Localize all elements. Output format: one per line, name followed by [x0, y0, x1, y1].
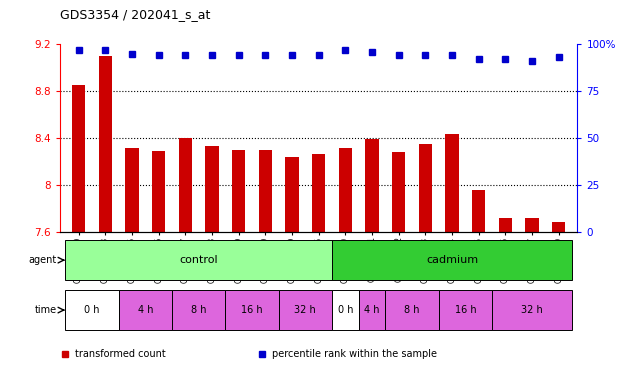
- Text: 0 h: 0 h: [338, 305, 353, 315]
- Bar: [65, 290, 119, 330]
- Bar: [179, 138, 192, 232]
- Text: 16 h: 16 h: [454, 305, 476, 315]
- Bar: [419, 144, 432, 232]
- Text: 16 h: 16 h: [241, 305, 262, 315]
- Bar: [332, 240, 572, 280]
- Bar: [386, 290, 439, 330]
- Text: 32 h: 32 h: [521, 305, 543, 315]
- Bar: [279, 290, 332, 330]
- Bar: [312, 154, 326, 232]
- Text: agent: agent: [28, 255, 57, 265]
- Bar: [492, 290, 572, 330]
- Text: cadmium: cadmium: [426, 255, 478, 265]
- Bar: [392, 152, 405, 232]
- Text: time: time: [35, 305, 57, 315]
- Bar: [439, 290, 492, 330]
- Bar: [172, 290, 225, 330]
- Bar: [332, 290, 358, 330]
- Bar: [358, 290, 386, 330]
- Bar: [472, 190, 485, 232]
- Bar: [445, 134, 459, 232]
- Text: percentile rank within the sample: percentile rank within the sample: [272, 349, 437, 359]
- Bar: [72, 85, 85, 232]
- Bar: [65, 240, 332, 280]
- Text: 4 h: 4 h: [138, 305, 153, 315]
- Bar: [552, 222, 565, 232]
- Text: 32 h: 32 h: [295, 305, 316, 315]
- Text: 8 h: 8 h: [404, 305, 420, 315]
- Text: 4 h: 4 h: [364, 305, 380, 315]
- Bar: [225, 290, 279, 330]
- Bar: [152, 151, 165, 232]
- Bar: [339, 148, 352, 232]
- Bar: [526, 218, 539, 232]
- Bar: [119, 290, 172, 330]
- Bar: [259, 150, 272, 232]
- Text: GDS3354 / 202041_s_at: GDS3354 / 202041_s_at: [60, 8, 210, 21]
- Bar: [126, 148, 139, 232]
- Text: control: control: [179, 255, 218, 265]
- Bar: [98, 56, 112, 232]
- Bar: [365, 139, 379, 232]
- Text: 8 h: 8 h: [191, 305, 206, 315]
- Bar: [498, 218, 512, 232]
- Bar: [232, 150, 245, 232]
- Bar: [205, 146, 218, 232]
- Bar: [285, 157, 298, 232]
- Text: transformed count: transformed count: [76, 349, 166, 359]
- Text: 0 h: 0 h: [84, 305, 100, 315]
